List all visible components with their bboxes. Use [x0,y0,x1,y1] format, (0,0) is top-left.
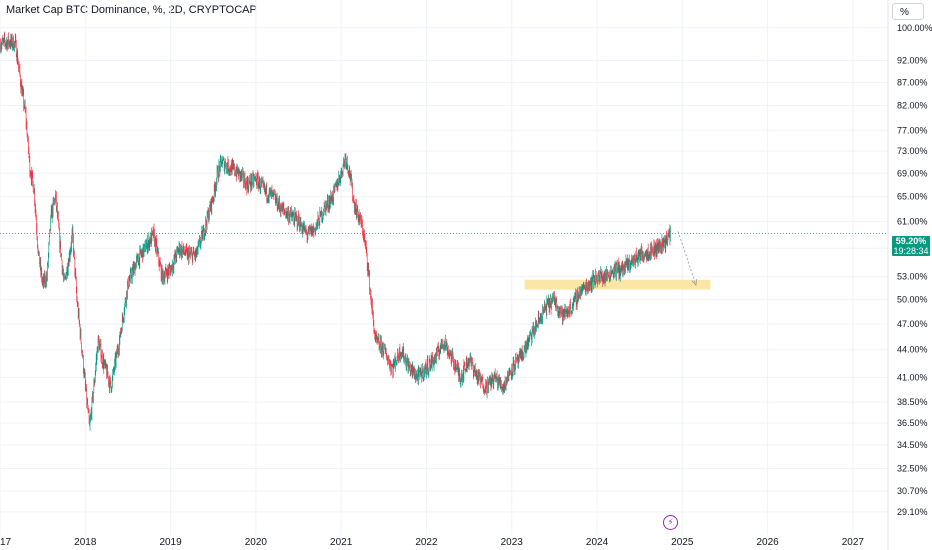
x-tick-label: 2024 [586,537,609,548]
x-tick-label: 2025 [671,537,694,548]
support-zone [524,279,711,290]
price-badge: 59.20% 19:28:34 [892,236,930,256]
x-tick-label: 2027 [842,537,865,548]
y-tick-label: 100.00% [897,23,932,33]
y-tick-label: 61.00% [897,217,928,227]
y-tick-label: 41.00% [897,372,928,382]
y-tick-label: 77.00% [897,125,928,135]
y-tick-label: 38.50% [897,397,928,407]
price-countdown: 19:28:34 [893,246,929,256]
y-tick-label: 30.70% [897,486,928,496]
support-zone-rect [524,279,711,290]
y-tick-label: 50.00% [897,295,928,305]
candles [0,31,671,431]
y-tick-label: 47.00% [897,319,928,329]
price-value: 59.20% [895,236,927,246]
y-tick-label: 29.10% [897,507,928,517]
projection-arrow [677,231,698,286]
y-tick-label: 65.00% [897,192,928,202]
x-axis: 2017 2018 2019 2020 2021 2022 2023 2024 2025 2026… [0,537,864,548]
y-tick-label: 53.00% [897,272,928,282]
x-tick-label: 2020 [245,537,268,548]
grid [0,0,888,535]
y-tick-label: 87.00% [897,77,928,87]
y-tick-label: 92.00% [897,55,928,65]
x-tick-label: 2021 [330,537,353,548]
x-tick-label: 2022 [415,537,438,548]
y-tick-label: 82.00% [897,101,928,111]
y-tick-label: 73.00% [897,146,928,156]
x-tick-label: 2018 [74,537,97,548]
y-tick-label: 32.50% [897,463,928,473]
x-tick-label: 2019 [159,537,182,548]
y-tick-label: 44.00% [897,345,928,355]
x-tick-label: 2026 [756,537,779,548]
y-tick-label: 34.50% [897,440,928,450]
chart-title: Market Cap BTC Dominance, %, 2D, CRYPTOC… [6,4,257,16]
y-tick-label: 69.00% [897,168,928,178]
y-tick-label: 36.50% [897,418,928,428]
y-axis: 100.00% 92.00% 87.00% 82.00% 77.00% 73.00% 69.… [897,23,932,517]
flash-icon[interactable]: ⚡ [663,515,678,530]
x-tick-label: 2023 [501,537,524,548]
arrow-line [677,231,697,286]
scale-button[interactable]: % [892,3,924,20]
arrow-head [691,278,698,286]
x-tick-label: 2017 [0,537,12,548]
